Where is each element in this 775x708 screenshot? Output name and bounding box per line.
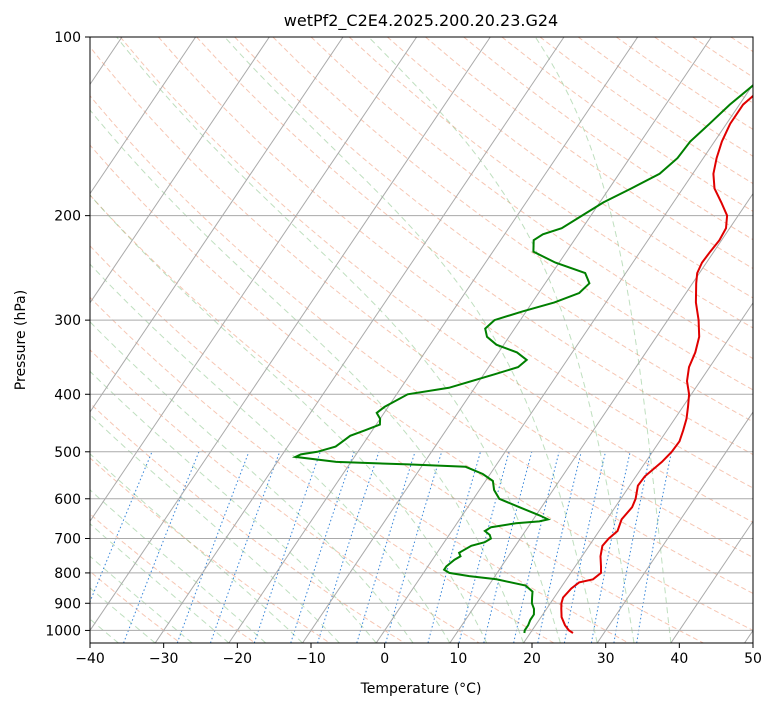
isotherm xyxy=(154,37,565,643)
plot-area xyxy=(90,37,775,643)
x-axis: −40 −30 −20 −10 0 10 20 30 40 50 xyxy=(75,643,762,667)
mixing-ratio-line xyxy=(590,451,631,643)
moist-adiabat xyxy=(90,263,451,643)
x-tick-label: −20 xyxy=(223,651,253,667)
mixing-ratio-line xyxy=(385,451,443,643)
mixing-ratio-line xyxy=(176,451,250,643)
dry-adiabat xyxy=(348,37,753,329)
mixing-ratio-line xyxy=(513,451,560,643)
x-tick-label: 20 xyxy=(523,651,541,667)
mixing-ratio-line xyxy=(317,451,380,643)
x-tick-label: 30 xyxy=(597,651,615,667)
mixing-ratio-line xyxy=(537,451,582,643)
isotherm xyxy=(90,37,197,195)
dry-adiabat xyxy=(616,37,753,130)
moist-adiabat xyxy=(90,587,156,643)
dry-adiabat xyxy=(90,296,555,643)
dry-adiabat xyxy=(196,37,753,456)
moist-adiabat xyxy=(90,489,267,643)
dry-adiabat xyxy=(90,194,704,643)
dewpoint-line xyxy=(291,84,753,634)
moist-adiabat xyxy=(90,523,230,643)
y-tick-label: 300 xyxy=(54,313,81,329)
temperature-line xyxy=(560,94,753,634)
dry-adiabat xyxy=(90,245,629,643)
moist-adiabat xyxy=(224,37,598,643)
x-tick-label: 10 xyxy=(449,651,467,667)
dry-adiabat xyxy=(90,457,330,643)
y-tick-label: 200 xyxy=(54,209,81,225)
moist-adiabat xyxy=(90,453,303,643)
dry-adiabat xyxy=(501,37,753,212)
dry-adiabat xyxy=(234,37,753,423)
isotherm xyxy=(90,37,344,413)
dry-adiabat xyxy=(90,570,181,643)
isotherm xyxy=(375,83,753,643)
y-tick-label: 400 xyxy=(54,387,81,403)
x-tick-label: −10 xyxy=(296,651,326,667)
y-axis-label: Pressure (hPa) xyxy=(13,290,29,390)
plot-frame xyxy=(89,36,754,644)
isotherm xyxy=(90,37,418,523)
mixing-ratio-line xyxy=(290,451,355,643)
dry-adiabat xyxy=(577,37,753,157)
x-tick-label: 0 xyxy=(380,651,389,667)
isotherm xyxy=(302,37,712,643)
isotherm xyxy=(670,520,753,643)
y-tick-label: 100 xyxy=(54,30,81,46)
isotherm xyxy=(90,37,270,304)
isotherm xyxy=(449,192,753,643)
y-tick-label: 500 xyxy=(54,445,81,461)
moist-adiabat xyxy=(90,194,488,643)
moist-adiabat xyxy=(368,37,635,643)
mixing-ratio-line xyxy=(253,451,321,643)
moist-adiabat xyxy=(534,37,672,643)
mixing-ratio-line xyxy=(613,451,652,643)
x-tick-label: −30 xyxy=(149,651,179,667)
mixing-ratio-line xyxy=(123,451,200,643)
moist-adiabat xyxy=(116,37,561,643)
dry-adiabat xyxy=(90,402,405,643)
x-tick-label: −40 xyxy=(75,651,105,667)
moist-adiabat xyxy=(90,414,340,643)
y-axis: 100 200 300 400 500 600 700 800 900 1000 xyxy=(45,30,90,639)
dry-adiabat xyxy=(158,37,753,489)
moist-adiabat xyxy=(90,370,377,643)
y-tick-label: 900 xyxy=(54,596,81,612)
moist-adiabat xyxy=(90,555,193,643)
mixing-ratio-line xyxy=(563,451,606,643)
y-tick-label: 700 xyxy=(54,532,81,548)
dry-adiabat xyxy=(654,37,753,104)
y-tick-label: 1000 xyxy=(45,623,81,639)
isotherm xyxy=(744,629,753,643)
dry-adiabat xyxy=(272,37,753,391)
y-tick-label: 600 xyxy=(54,492,81,508)
x-tick-label: 50 xyxy=(744,651,762,667)
isotherm xyxy=(90,37,491,632)
mixing-ratio-line xyxy=(356,451,416,643)
chart-title: wetPf2_C2E4.2025.200.20.23.G24 xyxy=(284,11,558,31)
dry-adiabat xyxy=(539,37,753,185)
mixing-ratio-line xyxy=(90,451,153,604)
dry-adiabat xyxy=(90,513,256,643)
moist-adiabat xyxy=(90,109,524,643)
mixing-ratio-line xyxy=(210,451,281,643)
dry-adiabat xyxy=(769,37,775,643)
dry-adiabat xyxy=(387,37,753,299)
moist-adiabat xyxy=(90,321,414,643)
dry-adiabat xyxy=(90,95,753,594)
isotherm xyxy=(596,411,753,643)
isotherm xyxy=(523,301,753,643)
dry-adiabat xyxy=(119,37,753,523)
dry-adiabat xyxy=(90,144,753,631)
x-axis-label: Temperature (°C) xyxy=(360,681,482,697)
dry-adiabat xyxy=(90,349,480,643)
x-tick-label: 40 xyxy=(670,651,688,667)
isotherm xyxy=(228,37,639,643)
y-tick-label: 800 xyxy=(54,566,81,582)
